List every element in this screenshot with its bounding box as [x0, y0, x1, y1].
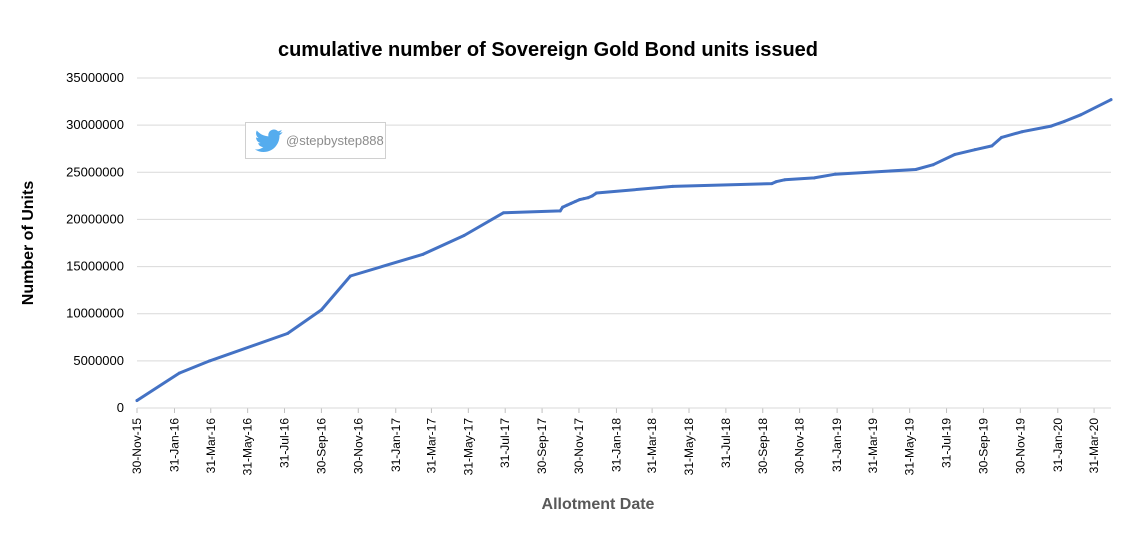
x-tick-label-25: 31-Jan-20 — [1051, 418, 1065, 472]
y-axis-label: Number of Units — [20, 181, 37, 306]
data-point-31 — [1020, 130, 1024, 134]
data-point-14 — [578, 198, 582, 202]
data-point-22 — [783, 178, 787, 182]
x-tick-label-24: 30-Nov-19 — [1013, 418, 1027, 474]
data-point-9 — [558, 209, 562, 213]
y-tick-label-1: 5000000 — [73, 353, 124, 368]
twitter-bird-icon — [255, 128, 283, 152]
y-tick-label-5: 25000000 — [66, 164, 124, 179]
x-tick-label-0: 30-Nov-15 — [130, 418, 144, 474]
x-axis-ticks: 30-Nov-15 31-Jan-16 31-Mar-16 31-May-16 31-J… — [130, 408, 1101, 475]
data-point-26 — [931, 163, 935, 167]
data-point-29 — [990, 144, 994, 148]
x-tick-label-8: 31-Mar-17 — [424, 418, 438, 474]
data-point-21 — [774, 180, 778, 184]
x-tick-label-1: 31-Jan-16 — [167, 418, 181, 472]
x-tick-label-17: 30-Sep-18 — [756, 418, 770, 474]
data-point-4 — [319, 308, 323, 312]
data-point-33 — [1062, 119, 1066, 123]
x-tick-label-14: 31-Mar-18 — [645, 418, 659, 474]
data-point-3 — [286, 332, 290, 336]
x-tick-label-18: 30-Nov-18 — [793, 418, 807, 474]
x-tick-label-5: 30-Sep-16 — [314, 418, 328, 474]
x-tick-label-26: 31-Mar-20 — [1087, 418, 1101, 474]
data-point-16 — [586, 196, 590, 200]
data-point-2 — [208, 359, 212, 363]
data-point-1 — [177, 371, 181, 375]
y-tick-label-2: 10000000 — [66, 306, 124, 321]
x-tick-label-12: 30-Nov-17 — [572, 418, 586, 474]
x-tick-label-23: 30-Sep-19 — [976, 418, 990, 474]
gridlines — [137, 77, 1111, 362]
x-tick-label-13: 31-Jan-18 — [609, 418, 623, 472]
data-point-34 — [1079, 113, 1083, 117]
watermark-handle: @stepbystep888 — [286, 133, 384, 148]
y-tick-label-7: 35000000 — [66, 70, 124, 85]
x-tick-label-7: 31-Jan-17 — [389, 418, 403, 472]
data-point-13 — [573, 200, 577, 204]
x-tick-label-3: 31-May-16 — [241, 418, 255, 476]
chart-title: cumulative number of Sovereign Gold Bond… — [278, 39, 818, 61]
y-tick-label-3: 15000000 — [66, 259, 124, 274]
x-tick-label-19: 31-Jan-19 — [830, 418, 844, 472]
data-point-32 — [1049, 124, 1053, 128]
watermark-badge: @stepbystep888 — [245, 122, 386, 159]
data-point-18 — [594, 191, 598, 195]
data-point-30 — [1000, 135, 1004, 139]
data-point-8 — [501, 211, 505, 215]
data-point-10 — [561, 205, 565, 209]
data-point-11 — [565, 203, 569, 207]
y-tick-label-6: 30000000 — [66, 117, 124, 132]
series-line-0 — [135, 98, 1113, 402]
data-point-20 — [770, 182, 774, 186]
data-point-35 — [1109, 98, 1113, 102]
data-point-6 — [421, 252, 425, 256]
x-tick-label-2: 31-Mar-16 — [204, 418, 218, 474]
data-point-19 — [671, 184, 675, 188]
series-layer — [135, 98, 1113, 402]
x-tick-label-16: 31-Jul-18 — [719, 418, 733, 468]
y-axis-ticks: 0 5000000 10000000 15000000 20000000 25000000… — [66, 70, 124, 415]
y-tick-label-4: 20000000 — [66, 211, 124, 226]
x-tick-label-21: 31-May-19 — [903, 418, 917, 476]
x-axis-label: Allotment Date — [542, 496, 655, 513]
data-point-7 — [462, 233, 466, 237]
data-point-0 — [135, 398, 139, 402]
x-tick-label-11: 30-Sep-17 — [535, 418, 549, 474]
data-point-12 — [569, 201, 573, 205]
x-tick-label-20: 31-Mar-19 — [866, 418, 880, 474]
x-tick-label-9: 31-May-17 — [461, 418, 475, 476]
x-tick-label-4: 31-Jul-16 — [278, 418, 292, 468]
data-point-24 — [833, 172, 837, 176]
y-tick-label-0: 0 — [117, 400, 124, 415]
data-point-15 — [582, 197, 586, 201]
data-point-17 — [590, 194, 594, 198]
data-point-5 — [348, 274, 352, 278]
x-tick-label-15: 31-May-18 — [682, 418, 696, 476]
data-point-27 — [953, 152, 957, 156]
data-point-25 — [914, 167, 918, 171]
x-tick-label-6: 30-Nov-16 — [351, 418, 365, 474]
x-tick-label-10: 31-Jul-17 — [498, 418, 512, 468]
data-point-28 — [973, 148, 977, 152]
data-point-23 — [812, 176, 816, 180]
x-tick-label-22: 31-Jul-19 — [940, 418, 954, 468]
